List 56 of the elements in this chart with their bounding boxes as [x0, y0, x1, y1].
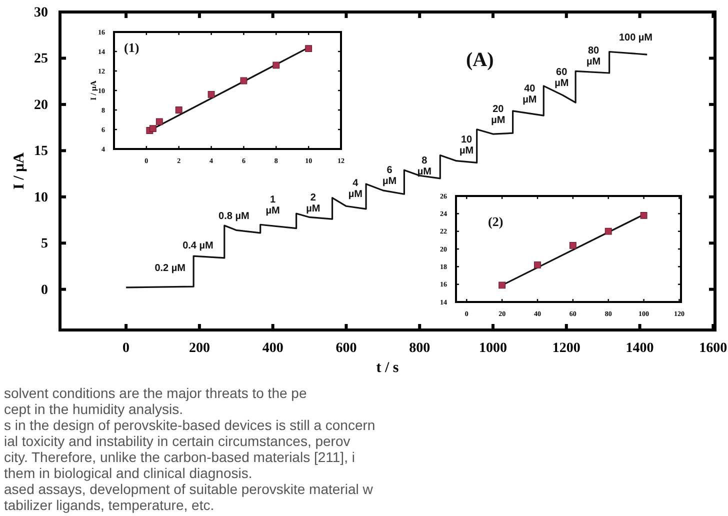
point	[305, 45, 312, 52]
point	[569, 242, 576, 249]
point	[640, 212, 648, 219]
y-tick-label: 30	[34, 5, 48, 20]
point	[604, 228, 612, 235]
text: cept in the humidity analysis.	[4, 401, 183, 417]
point	[156, 118, 163, 126]
point	[208, 90, 215, 98]
text: ased assays, development of suitable perovskite material w	[4, 481, 374, 497]
x-tick-label: 600	[336, 340, 357, 356]
x-tick-label: 1000	[478, 340, 507, 356]
point	[149, 125, 156, 132]
annotation: 60 µM	[554, 66, 569, 89]
text: tabilizer ligands, temperature, etc.	[4, 497, 214, 513]
point	[175, 106, 182, 114]
annotation: 0.4 µM	[182, 240, 214, 252]
x-tick-label: 200	[188, 340, 210, 356]
point	[240, 77, 248, 84]
x-tick-label: 0	[122, 340, 130, 356]
annotation: 0.8 µM	[218, 211, 250, 222]
y-tick-label: 0	[41, 282, 48, 298]
y-tick-label: 5	[41, 236, 48, 252]
point	[534, 261, 541, 268]
y-tick-label: 25	[34, 52, 48, 67]
annotation: 80 µM	[586, 46, 601, 68]
annotation: 10 µM	[460, 134, 474, 156]
y-tick-label: 10	[34, 190, 48, 206]
text: s in the design of perovskite-based devices is still a concern	[4, 417, 376, 433]
annotation: (1)	[124, 40, 140, 55]
annotation: 4 µM	[348, 178, 362, 200]
y-axis-title: I / µA	[12, 152, 28, 190]
x-tick-label: 1200	[552, 340, 580, 356]
annotation: (2)	[488, 214, 504, 229]
text: ial toxicity and instability in certain circumstances, perov	[4, 433, 350, 449]
x-tick-label: 1400	[626, 340, 654, 356]
x-tick-label: 1600	[699, 340, 728, 356]
y-tick-label: 20	[34, 98, 48, 113]
annotation: 40 µM	[522, 84, 537, 106]
x-tick-label: 400	[262, 340, 284, 356]
annotation: (A)	[466, 49, 494, 71]
x-axis-title: t / s	[376, 360, 399, 376]
text: them in biological and clinical diagnosis.	[4, 465, 252, 481]
annotation: 20 µM	[491, 104, 506, 126]
text: city. Therefore, unlike the carbon-based materials [211], i	[4, 449, 355, 465]
y-axis-title: I / µA	[88, 80, 98, 100]
annotation: 1 µM	[266, 194, 280, 217]
annotation: 0.2 µM	[154, 262, 186, 274]
annotation: 6 µM	[382, 164, 397, 187]
point	[272, 62, 280, 69]
x-tick-label: 800	[409, 340, 430, 356]
annotation: 8 µM	[417, 156, 432, 178]
annotation: 100 µM	[618, 32, 653, 44]
annotation: 2 µM	[306, 192, 320, 215]
y-tick-label: 15	[34, 144, 48, 160]
text: solvent conditions are the major threats to the pe	[4, 385, 307, 401]
point	[498, 282, 506, 289]
